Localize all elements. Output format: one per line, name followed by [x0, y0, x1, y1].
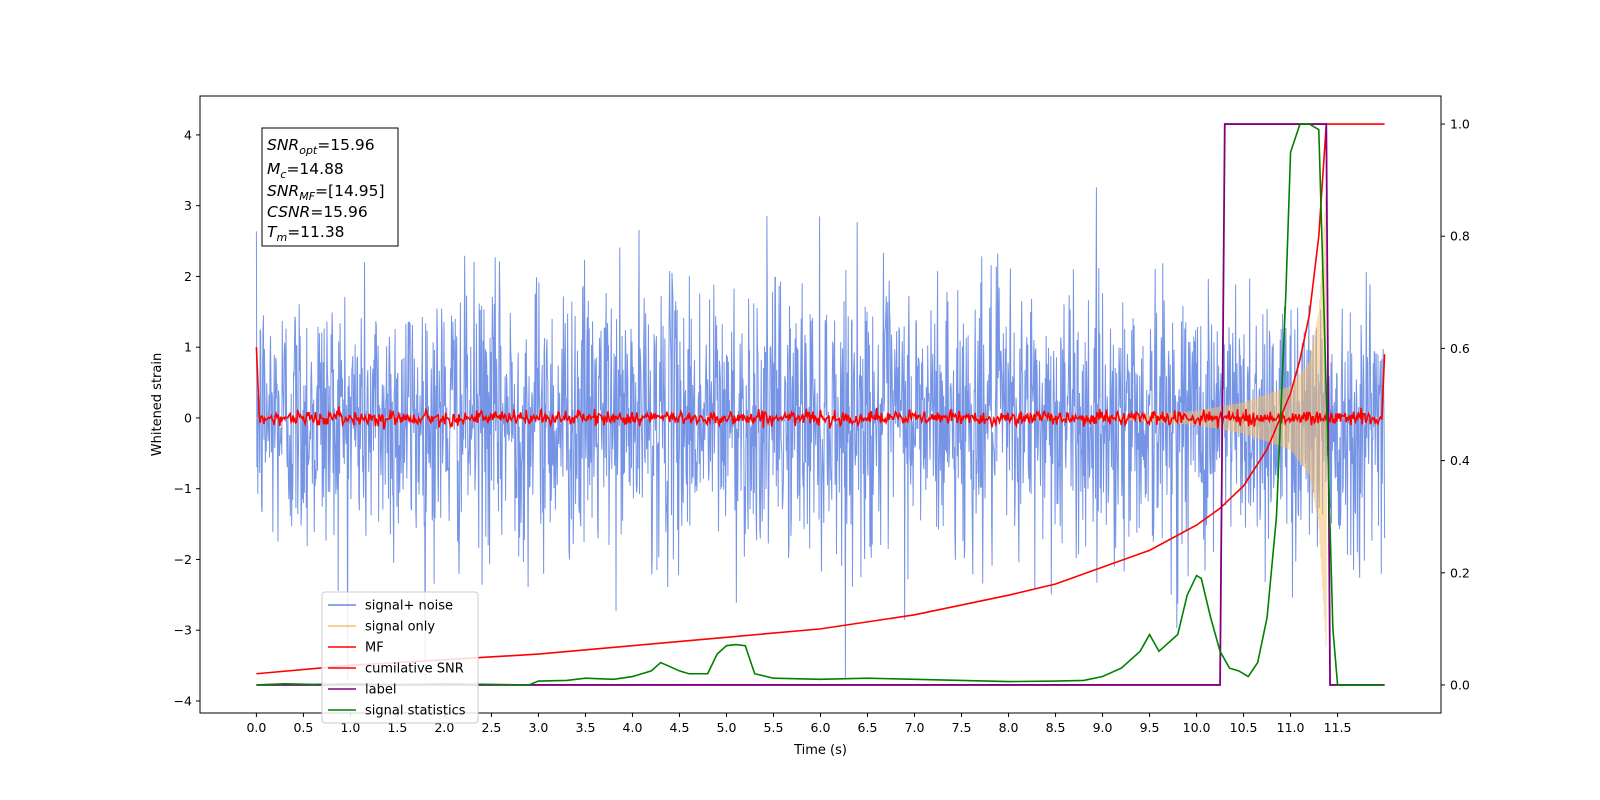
x-tick-label: 9.0 [1093, 720, 1113, 735]
x-axis: 0.0 0.5 1.0 1.5 2.0 2.5 3.0 3.5 4.0 4.5 5.0 5.5 6.0 6… [246, 713, 1352, 735]
y-axis-label: Whitened strain [150, 353, 165, 456]
y-tick-label: −4 [174, 693, 192, 708]
y-axis-right: 1.0 0.8 0.6 0.4 0.2 0.0 [1441, 117, 1470, 692]
x-tick-label: 6.5 [858, 720, 878, 735]
svg-text:signal+ noise: signal+ noise [365, 599, 453, 614]
y-tick-label: −1 [174, 481, 192, 496]
x-tick-label: 2.0 [434, 720, 454, 735]
tm-annotation: Tm=11.38 [267, 223, 345, 244]
x-tick-label: 0.0 [246, 720, 266, 735]
cumilative-snr-series-line [256, 123, 1385, 675]
y2-tick-label: 0.6 [1450, 341, 1470, 356]
y-tick-label: 3 [184, 198, 192, 213]
mf-series-line [255, 347, 1386, 430]
y-axis-left: 4 3 2 1 0 −1 −2 −3 −4 [174, 127, 200, 708]
legend: signal+ noise signal only MF cumilative … [321, 591, 479, 724]
x-tick-label: 1.5 [387, 720, 407, 735]
x-tick-label: 6.0 [811, 720, 831, 735]
legend-item-cumilative-snr: cumilative SNR [328, 662, 464, 677]
y-tick-label: 1 [184, 340, 192, 355]
plot-area [255, 123, 1386, 686]
legend-item-signal-statistics: signal statistics [328, 704, 466, 719]
x-tick-label: 10.0 [1183, 720, 1211, 735]
y2-tick-label: 0.2 [1450, 565, 1470, 580]
y2-tick-label: 0.0 [1450, 677, 1470, 692]
legend-item-mf: MF [328, 641, 384, 656]
y-tick-label: 2 [184, 269, 192, 284]
x-tick-label: 7.5 [952, 720, 972, 735]
snr-opt-annotation: SNRopt=15.96 [267, 136, 375, 157]
svg-text:cumilative SNR: cumilative SNR [365, 662, 464, 677]
x-tick-label: 2.5 [482, 720, 502, 735]
x-tick-label: 10.5 [1230, 720, 1258, 735]
svg-text:signal only: signal only [365, 620, 435, 635]
x-tick-label: 5.5 [764, 720, 784, 735]
legend-item-signal-noise: signal+ noise [328, 599, 453, 614]
x-tick-label: 0.5 [293, 720, 313, 735]
y-tick-label: 0 [184, 410, 192, 425]
legend-item-label: label [328, 683, 396, 698]
x-tick-label: 3.0 [529, 720, 549, 735]
x-tick-label: 8.0 [999, 720, 1019, 735]
y2-tick-label: 1.0 [1450, 117, 1470, 132]
x-tick-label: 9.5 [1140, 720, 1160, 735]
x-tick-label: 5.0 [717, 720, 737, 735]
y-tick-label: −2 [174, 552, 192, 567]
svg-text:label: label [365, 683, 396, 698]
x-tick-label: 3.5 [576, 720, 596, 735]
svg-text:MF: MF [365, 641, 384, 656]
x-tick-label: 11.0 [1277, 720, 1305, 735]
x-tick-label: 4.5 [670, 720, 690, 735]
metrics-annotation-box: SNRopt=15.96 Mc=14.88 SNRMF=[14.95] CSNR… [261, 127, 399, 247]
signal-statistics-series-line [256, 123, 1385, 686]
y2-tick-label: 0.4 [1450, 453, 1470, 468]
x-tick-label: 11.5 [1324, 720, 1352, 735]
legend-frame [321, 591, 479, 724]
csnr-annotation: CSNR=15.96 [267, 203, 368, 221]
x-tick-label: 1.0 [340, 720, 360, 735]
x-tick-label: 4.0 [623, 720, 643, 735]
x-axis-label: Time (s) [793, 743, 847, 758]
snr-mf-annotation: SNRMF=[14.95] [267, 182, 385, 203]
y2-tick-label: 0.8 [1450, 229, 1470, 244]
mc-annotation: Mc=14.88 [267, 160, 344, 181]
y-tick-label: 4 [184, 127, 192, 142]
signal-noise-series-line [255, 187, 1386, 680]
svg-text:signal statistics: signal statistics [365, 704, 466, 719]
x-tick-label: 7.0 [905, 720, 925, 735]
y-tick-label: −3 [174, 623, 192, 638]
legend-item-signal-only: signal only [328, 620, 435, 635]
x-tick-label: 8.5 [1046, 720, 1066, 735]
